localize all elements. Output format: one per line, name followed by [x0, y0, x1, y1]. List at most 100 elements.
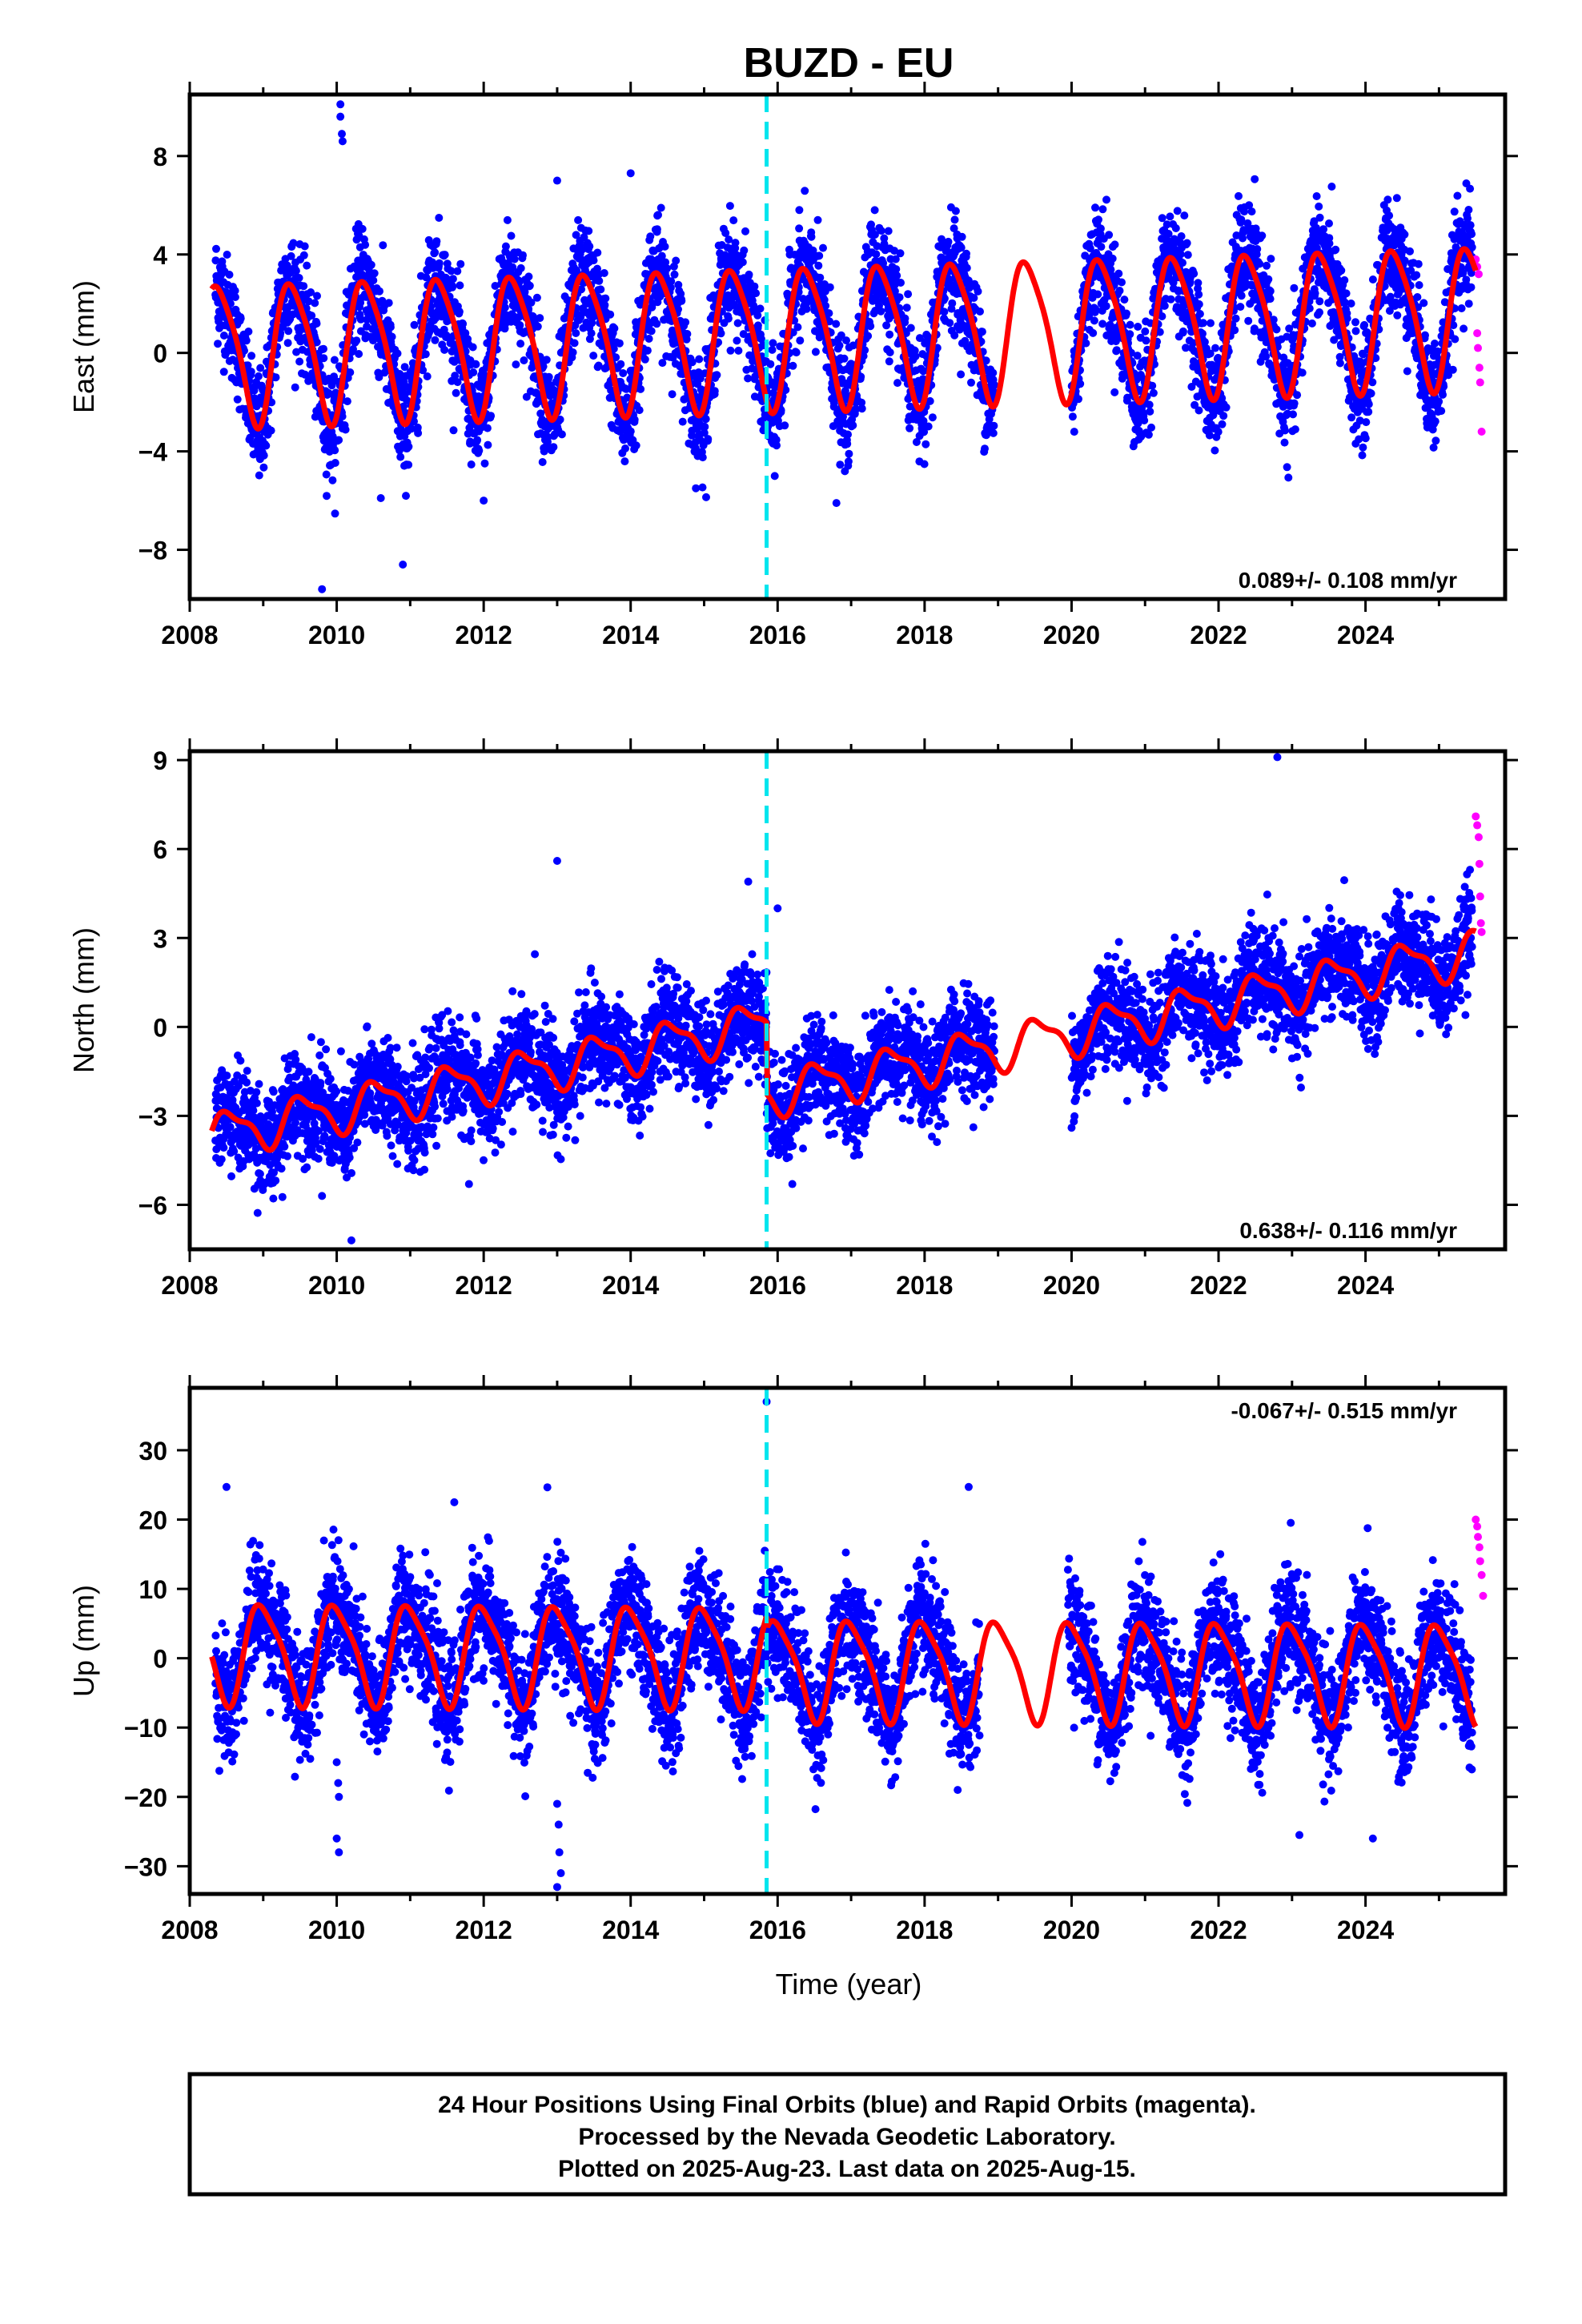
data-point — [750, 282, 759, 291]
data-point — [695, 355, 704, 364]
data-point — [1403, 367, 1411, 376]
data-point — [957, 370, 966, 379]
data-point — [1110, 240, 1119, 249]
data-point — [1255, 259, 1264, 268]
data-point — [753, 321, 762, 330]
data-point — [702, 493, 710, 501]
data-point — [516, 340, 525, 348]
data-point — [885, 357, 893, 366]
data-point — [1158, 214, 1166, 223]
data-point — [733, 336, 741, 345]
data-point — [435, 259, 444, 267]
data-point — [335, 436, 343, 444]
data-point — [1133, 352, 1142, 360]
data-point — [431, 248, 440, 257]
data-point — [1351, 318, 1359, 327]
data-point — [950, 215, 959, 224]
data-point — [1195, 406, 1203, 415]
data-point — [219, 368, 228, 376]
data-point — [896, 249, 905, 258]
data-point — [538, 458, 547, 466]
data-point — [557, 430, 566, 439]
data-point — [1400, 230, 1409, 239]
data-point — [323, 492, 331, 501]
data-point — [440, 345, 449, 354]
data-point — [657, 251, 666, 260]
data-point — [616, 360, 625, 368]
data-point — [796, 336, 805, 345]
data-point — [1097, 243, 1106, 251]
data-point — [379, 241, 387, 250]
data-point — [740, 246, 749, 255]
data-point — [724, 314, 733, 323]
data-point — [698, 483, 707, 492]
data-point — [606, 310, 615, 319]
data-point — [303, 261, 311, 270]
data-point — [299, 251, 308, 259]
data-point — [503, 215, 512, 224]
data-point — [589, 352, 598, 360]
data-point — [836, 460, 845, 469]
data-point — [1289, 410, 1297, 419]
data-point — [435, 214, 444, 222]
data-point — [556, 415, 564, 424]
data-point — [1183, 251, 1192, 259]
data-point — [1244, 316, 1253, 325]
data-point — [512, 360, 520, 369]
data-point — [885, 330, 894, 339]
data-point — [738, 258, 747, 267]
data-point — [866, 322, 875, 331]
data-point — [974, 287, 982, 296]
data-point — [1160, 301, 1169, 310]
chart-title: BUZD - EU — [744, 40, 954, 86]
data-point — [1146, 407, 1154, 416]
data-point — [312, 320, 321, 328]
data-point — [231, 293, 239, 301]
data-point — [962, 249, 970, 258]
data-point — [885, 348, 894, 356]
data-point — [667, 277, 676, 286]
data-point — [501, 242, 510, 251]
data-point — [920, 460, 929, 468]
data-point — [574, 215, 583, 224]
data-point — [726, 346, 735, 355]
data-point — [572, 329, 580, 337]
data-point — [635, 406, 644, 415]
data-point — [753, 311, 762, 320]
data-point — [570, 339, 579, 348]
data-point — [990, 421, 998, 430]
data-point — [610, 324, 619, 332]
data-point — [832, 320, 841, 328]
data-point — [259, 451, 268, 460]
data-point — [214, 340, 222, 348]
data-point — [393, 349, 402, 358]
data-point — [820, 296, 829, 304]
data-point — [1126, 320, 1134, 329]
data-point — [844, 430, 852, 439]
data-point — [1211, 344, 1219, 352]
data-point — [948, 299, 957, 308]
data-point — [906, 324, 915, 332]
data-point — [1325, 239, 1334, 247]
data-point — [1114, 269, 1123, 278]
data-point — [989, 368, 998, 377]
data-point — [231, 287, 239, 295]
data-point — [1247, 207, 1256, 216]
data-point — [744, 374, 753, 383]
data-point — [1122, 309, 1130, 318]
data-point — [396, 446, 404, 455]
data-point — [1412, 271, 1421, 279]
data-point — [825, 283, 834, 292]
data-point — [825, 309, 833, 318]
data-point — [404, 442, 413, 451]
data-point — [620, 457, 629, 466]
data-point — [893, 379, 901, 388]
data-point — [601, 294, 610, 303]
data-point — [468, 343, 477, 352]
data-point — [402, 492, 410, 501]
data-point — [1392, 194, 1401, 203]
data-point — [813, 215, 822, 224]
data-point — [330, 356, 339, 364]
data-point — [532, 293, 541, 302]
data-point — [349, 345, 357, 353]
